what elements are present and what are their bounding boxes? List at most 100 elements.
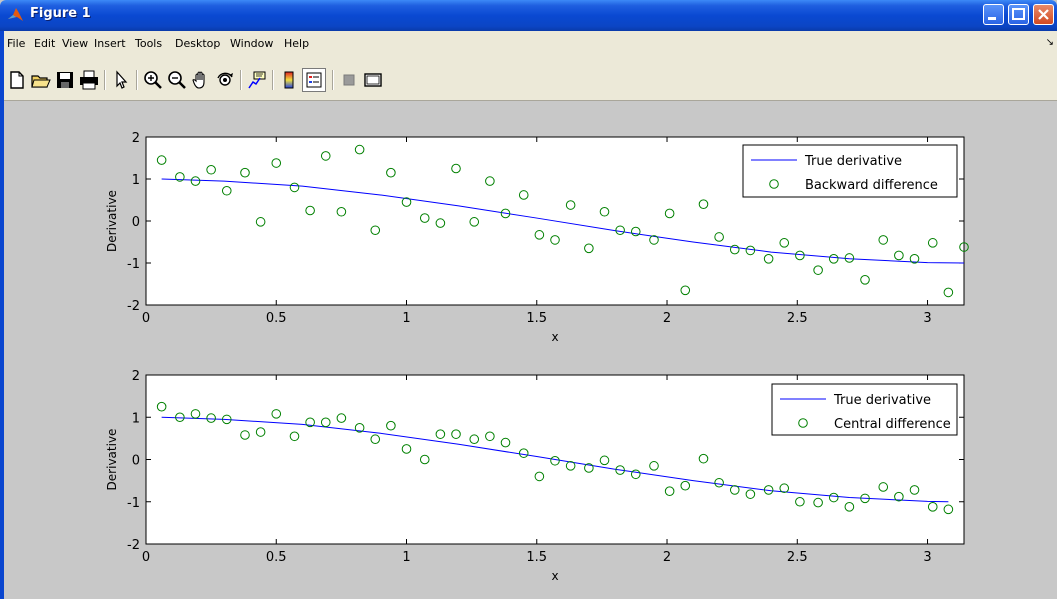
x-tick-label: 1 [402, 550, 410, 565]
new-file-icon[interactable] [6, 69, 28, 91]
data-point [305, 205, 315, 216]
toolbar-separator [240, 70, 242, 90]
data-point [320, 417, 331, 428]
data-point [354, 423, 365, 433]
data-point [289, 431, 300, 442]
data-point [419, 454, 430, 465]
data-point [565, 200, 576, 210]
data-point [927, 502, 938, 512]
data-point [763, 485, 774, 495]
close-button[interactable] [1033, 4, 1054, 25]
print-icon[interactable] [78, 69, 100, 91]
rotate-3d-icon[interactable] [214, 69, 236, 91]
menu-view[interactable]: View [62, 37, 89, 50]
menu-tools[interactable]: Tools [135, 37, 163, 50]
x-tick-label: 0.5 [266, 311, 287, 326]
legend-box[interactable] [742, 144, 958, 198]
y-tick-label: 2 [132, 369, 140, 384]
zoom-in-icon[interactable] [142, 69, 164, 91]
data-point [698, 453, 709, 464]
save-icon[interactable] [54, 69, 76, 91]
data-point [813, 497, 823, 508]
data-cursor-icon[interactable] [246, 69, 268, 91]
legend-icon[interactable] [302, 68, 326, 92]
axes-top[interactable]: 0 0.5 1 1.5 2 2.5 3 -2 -1 0 1 2 x Derivative True deri… [105, 131, 969, 344]
x-tick-label: 2 [663, 311, 671, 326]
data-point [221, 185, 232, 196]
data-point [844, 502, 855, 512]
x-axis-label: x [551, 330, 558, 344]
data-point [894, 491, 904, 502]
data-point [469, 434, 480, 445]
x-tick-label: 1.5 [526, 311, 547, 326]
series-line-true-derivative [161, 178, 965, 264]
data-point [190, 409, 201, 419]
menu-window[interactable]: Window [230, 37, 274, 50]
menu-help[interactable]: Help [284, 37, 310, 50]
menu-file[interactable]: File [7, 37, 26, 50]
data-point [745, 245, 756, 256]
data-point [175, 172, 185, 182]
maximize-icon [1012, 8, 1025, 20]
toolbar-separator [136, 70, 138, 90]
data-point [370, 225, 381, 236]
data-point [779, 483, 790, 494]
data-point [435, 429, 446, 439]
data-point [354, 144, 365, 155]
y-axis-label: Derivative [105, 429, 119, 491]
data-point [649, 235, 659, 245]
data-point [156, 155, 167, 165]
data-point [175, 412, 185, 423]
legend-entry-label: Central difference [834, 417, 951, 432]
hide-plot-tools-icon[interactable] [338, 69, 360, 91]
minimize-button[interactable] [983, 4, 1004, 25]
data-point [630, 469, 641, 480]
data-point [500, 208, 511, 219]
data-point [534, 471, 545, 482]
menu-insert[interactable]: Insert [94, 37, 126, 50]
menu-overflow-icon[interactable]: ↘ [1045, 37, 1054, 48]
x-tick-label: 2.5 [787, 550, 808, 565]
data-point [370, 434, 381, 445]
zoom-out-icon[interactable] [166, 69, 188, 91]
menu-desktop[interactable]: Desktop [175, 37, 221, 50]
data-point [630, 226, 641, 237]
data-point [386, 420, 396, 431]
y-tick-label: 0 [132, 454, 140, 469]
y-tick-label: 1 [132, 411, 140, 426]
open-folder-icon[interactable] [30, 69, 52, 91]
data-point [221, 414, 232, 425]
data-point [698, 199, 709, 209]
data-point [584, 243, 594, 254]
legend-entry-label: Backward difference [805, 178, 938, 193]
legend-marker-swatch [798, 418, 808, 428]
axes-bottom[interactable]: 0 0.5 1 1.5 2 2.5 3 -2 -1 0 1 2 x Derivative True deri… [105, 369, 965, 583]
data-point [386, 167, 396, 178]
data-point [599, 206, 610, 217]
legend-box[interactable] [771, 383, 958, 436]
data-point [584, 463, 594, 473]
colorbar-icon[interactable] [278, 69, 300, 91]
data-point [401, 197, 412, 207]
y-axis-label: Derivative [105, 190, 119, 252]
x-tick-label: 0 [142, 550, 150, 565]
pointer-icon[interactable] [110, 69, 132, 91]
data-point [664, 208, 675, 219]
title-bar[interactable]: Figure 1 [0, 0, 1057, 31]
data-point [729, 485, 740, 495]
data-point [649, 461, 659, 471]
data-point [795, 250, 805, 261]
data-point [451, 429, 461, 439]
show-plot-tools-icon[interactable] [362, 69, 384, 91]
data-point [305, 417, 315, 428]
toolbar-separator [272, 70, 274, 90]
pan-hand-icon[interactable] [190, 69, 212, 91]
data-point [518, 190, 529, 200]
data-point [550, 235, 560, 245]
y-tick-label: -2 [127, 538, 140, 553]
y-tick-label: 2 [132, 131, 140, 146]
data-point [745, 489, 756, 499]
menu-edit[interactable]: Edit [34, 37, 56, 50]
maximize-button[interactable] [1008, 4, 1029, 25]
